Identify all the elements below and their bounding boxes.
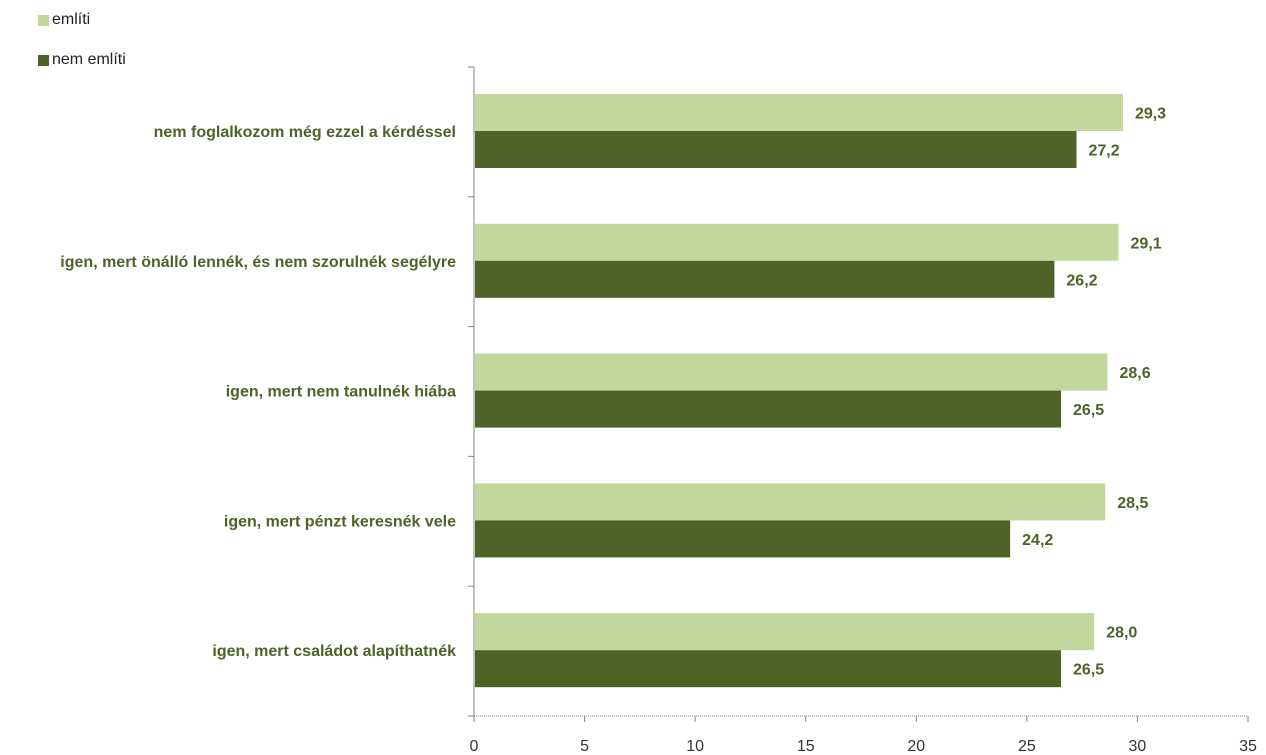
data-label: 28,0 (1106, 625, 1137, 642)
category-label: igen, mert nem tanulnék hiába (226, 384, 456, 401)
x-tick-label: 20 (907, 738, 925, 755)
data-label: 29,1 (1131, 235, 1162, 252)
x-tick-label: 5 (580, 738, 589, 755)
legend-item-nem-emliti: nem említi (38, 51, 126, 69)
bar-emliti (475, 94, 1123, 131)
bar-emliti (475, 613, 1095, 651)
category-label: igen, mert önálló lennék, és nem szoruln… (60, 254, 456, 271)
bar-emliti (475, 223, 1119, 261)
bar-nem-emliti (475, 650, 1062, 688)
x-tick-label: 30 (1129, 738, 1147, 755)
legend-swatch-nem-emliti (38, 54, 49, 66)
data-label: 26,2 (1066, 272, 1097, 289)
category-label: igen, mert pénzt keresnék vele (224, 513, 456, 530)
x-tick-label: 25 (1018, 738, 1036, 755)
legend-swatch-emliti (38, 14, 49, 26)
data-label: 26,5 (1073, 662, 1104, 679)
x-tick-label: 15 (797, 738, 815, 755)
category-label: igen, mert családot alapíthatnék (212, 643, 456, 660)
data-label: 28,5 (1117, 495, 1148, 512)
data-label: 28,6 (1119, 365, 1150, 382)
bar-nem-emliti (475, 131, 1077, 168)
bar-nem-emliti (475, 390, 1062, 428)
data-label: 26,5 (1073, 402, 1104, 419)
legend-label-emliti: említi (52, 11, 91, 28)
bar-emliti (475, 353, 1108, 391)
bar-emliti (475, 483, 1106, 521)
data-label: 29,3 (1135, 106, 1166, 123)
x-tick-label: 0 (470, 738, 479, 755)
legend-label-nem-emliti: nem említi (52, 51, 126, 68)
data-label: 27,2 (1089, 143, 1120, 160)
legend-item-emliti: említi (38, 11, 90, 29)
bar-nem-emliti (475, 520, 1011, 558)
x-tick-label: 35 (1239, 738, 1257, 755)
x-tick-label: 10 (686, 738, 704, 755)
category-label: nem foglalkozom még ezzel a kérdéssel (154, 124, 456, 141)
bar-nem-emliti (475, 260, 1055, 298)
data-label: 24,2 (1022, 532, 1053, 549)
